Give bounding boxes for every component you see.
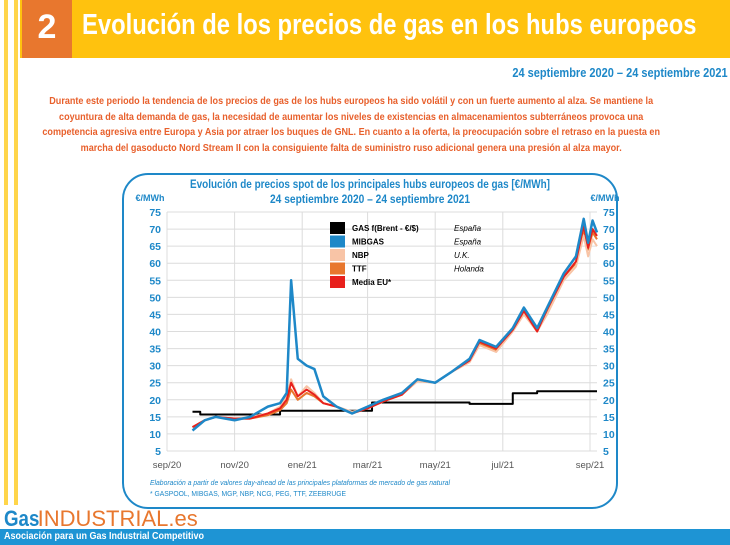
series-line-gas-f-brent-	[192, 390, 597, 416]
legend-region: España	[454, 238, 482, 247]
y-tick-label-left: 25	[149, 378, 161, 390]
y-tick-label-left: 45	[149, 309, 161, 321]
legend-region: Holanda	[454, 265, 484, 274]
y-tick-label-right: 55	[603, 275, 615, 287]
y-tick-label-right: 15	[603, 412, 615, 424]
chart-subtitle: 24 septiembre 2020 – 24 septiembre 2021	[270, 194, 471, 206]
footnote: * GASPOOL, MIBGAS, MGP, NBP, NCG, PEG, T…	[150, 491, 346, 498]
y-tick-label-left: 30	[149, 361, 161, 373]
legend-label: Media EU*	[352, 278, 392, 287]
x-tick-label: sep/21	[576, 460, 605, 471]
legend-label: TTF	[352, 265, 367, 274]
y-tick-label-right: 65	[603, 241, 615, 253]
series-line-mibgas	[191, 217, 599, 432]
y-tick-label-left: 75	[149, 207, 161, 219]
gasindustrial-logo: GasINDUSTRIAL.es	[4, 506, 198, 531]
legend-label: MIBGAS	[352, 238, 385, 247]
x-tick-label: sep/20	[153, 460, 182, 471]
x-tick-label: jul/21	[490, 460, 514, 471]
y-tick-label-right: 25	[603, 378, 615, 390]
y-tick-label-left: 35	[149, 344, 161, 356]
y-tick-label-left: 40	[149, 327, 161, 339]
y-tick-label-left: 5	[155, 446, 161, 458]
footer-tagline: Asociación para un Gas Industrial Compet…	[4, 531, 205, 542]
y-tick-label-right: 20	[603, 395, 615, 407]
y-tick-label-right: 10	[603, 429, 615, 441]
decorative-stripe	[4, 0, 8, 505]
legend-swatch	[330, 249, 345, 261]
legend-region: España	[454, 224, 482, 233]
chart-title: Evolución de precios spot de los princip…	[190, 179, 550, 191]
page-title: Evolución de los precios de gas en los h…	[82, 9, 697, 41]
y-tick-label-left: 65	[149, 241, 161, 253]
x-tick-label: nov/20	[220, 460, 249, 471]
x-tick-label: ene/21	[288, 460, 317, 471]
y-tick-label-right: 50	[603, 292, 615, 304]
legend-swatch	[330, 276, 345, 288]
legend-label: NBP	[352, 251, 370, 260]
y-tick-label-left: 50	[149, 292, 161, 304]
y-axis-label-left: €/MWh	[136, 193, 165, 203]
y-tick-label-right: 70	[603, 224, 615, 236]
legend-swatch	[330, 235, 345, 248]
y-tick-label-right: 75	[603, 207, 615, 219]
chart-frame	[122, 173, 618, 509]
y-axis-label-right: €/MWh	[591, 193, 620, 203]
source-note: Elaboración a partir de valores day-ahea…	[150, 480, 450, 487]
y-tick-label-left: 15	[149, 412, 161, 424]
decorative-stripe	[14, 0, 18, 505]
legend-swatch	[330, 262, 345, 275]
y-tick-label-right: 30	[603, 361, 615, 373]
y-tick-label-right: 5	[603, 446, 609, 458]
y-tick-label-left: 10	[149, 429, 161, 441]
header-banner	[20, 0, 730, 58]
legend-swatch	[330, 222, 345, 234]
x-tick-label: may/21	[420, 460, 451, 471]
y-tick-label-left: 20	[149, 395, 161, 407]
y-tick-label-right: 40	[603, 327, 615, 339]
description-paragraph: Durante este periodo la tendencia de los…	[42, 96, 660, 154]
date-range: 24 septiembre 2020 – 24 septiembre 2021	[512, 66, 728, 80]
y-tick-label-right: 60	[603, 258, 615, 270]
section-number: 2	[22, 0, 72, 58]
y-tick-label-right: 45	[603, 309, 615, 321]
x-tick-label: mar/21	[353, 460, 383, 471]
y-tick-label-left: 70	[149, 224, 161, 236]
y-tick-label-left: 55	[149, 275, 161, 287]
y-tick-label-left: 60	[149, 258, 161, 270]
y-tick-label-right: 35	[603, 344, 615, 356]
footer-bar: Asociación para un Gas Industrial Compet…	[0, 529, 730, 545]
legend-region: U.K.	[454, 251, 470, 260]
legend-label: GAS f(Brent - €/$)	[352, 224, 419, 233]
